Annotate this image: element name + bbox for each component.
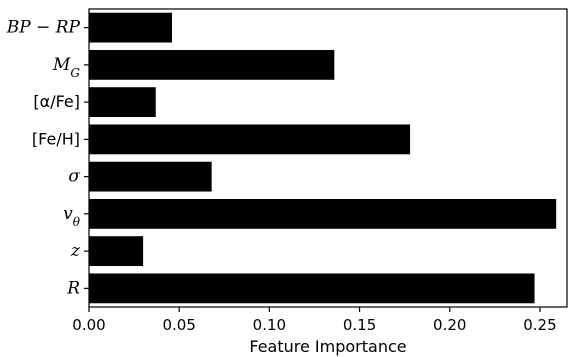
bar-2 <box>89 87 156 118</box>
x-axis-label: Feature Importance <box>249 337 406 356</box>
x-tick-label-0: 0.00 <box>72 316 105 334</box>
category-label-6: z <box>70 241 81 261</box>
category-labels: BP − RP MG [α/Fe] [Fe/H] σ vθ zR <box>6 18 89 298</box>
x-tick-label-1: 0.05 <box>162 316 195 334</box>
category-label-7: R <box>66 278 80 298</box>
x-tick-label-4: 0.20 <box>433 316 466 334</box>
x-tick-label-3: 0.15 <box>343 316 376 334</box>
category-label-3: [Fe/H] <box>32 129 80 148</box>
category-label-2: [α/Fe] <box>33 92 80 111</box>
bar-7 <box>89 273 535 304</box>
bar-5 <box>89 198 557 229</box>
x-tick-label-2: 0.10 <box>253 316 286 334</box>
x-ticks: 0.00 0.05 0.10 0.15 0.20 0.25 <box>72 307 557 334</box>
plot-frame <box>88 8 568 308</box>
category-label-1: MG <box>52 55 80 80</box>
category-label-5: vθ <box>63 204 81 229</box>
x-tick-label-5: 0.25 <box>523 316 556 334</box>
bar-1 <box>89 49 335 80</box>
bar-4 <box>89 161 212 192</box>
bar-6 <box>89 236 144 267</box>
bar-0 <box>89 12 172 43</box>
category-label-4: σ <box>68 167 80 187</box>
bar-3 <box>89 124 411 155</box>
bars-group <box>89 12 557 304</box>
category-label-0: BP − RP <box>6 18 81 38</box>
